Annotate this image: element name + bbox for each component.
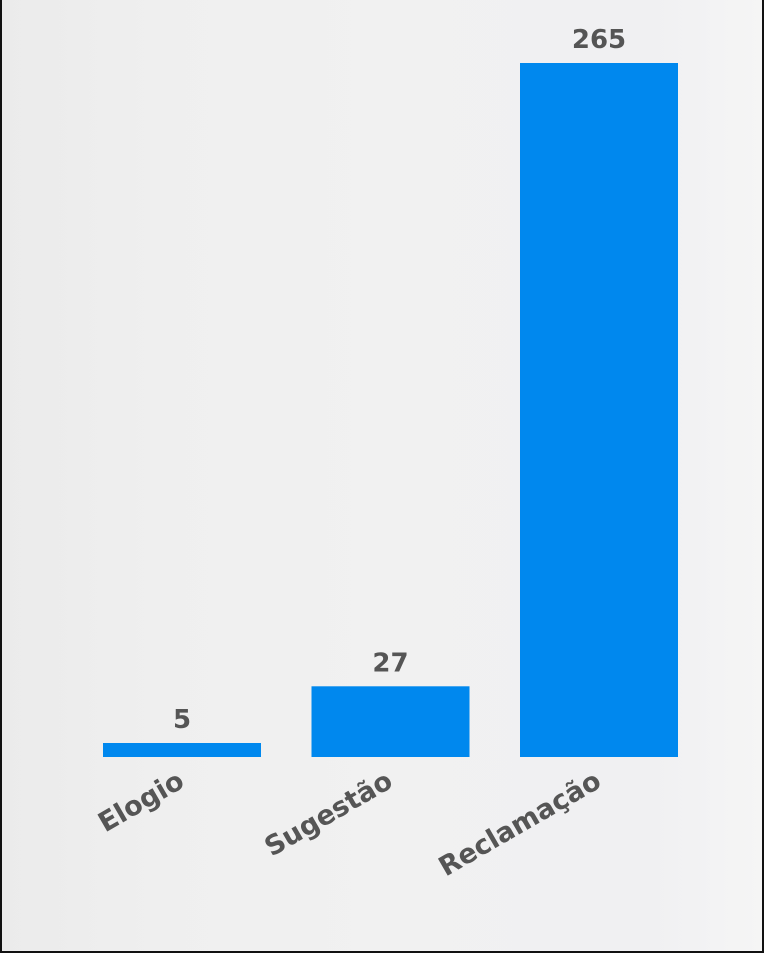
category-label-0: Elogio: [93, 765, 189, 839]
bars-layer: [103, 63, 678, 757]
data-labels-layer: 5 27 265: [173, 25, 626, 735]
bar-1: [311, 686, 470, 757]
category-label-2: Reclamação: [434, 765, 607, 883]
data-label-0: 5: [173, 705, 191, 735]
category-labels-layer: Elogio Sugestão Reclamação: [93, 765, 606, 883]
category-label-1: Sugestão: [259, 765, 398, 863]
data-label-2: 265: [572, 25, 626, 55]
data-label-1: 27: [372, 648, 408, 678]
bar-2: [520, 63, 678, 757]
bar-0: [103, 743, 261, 757]
